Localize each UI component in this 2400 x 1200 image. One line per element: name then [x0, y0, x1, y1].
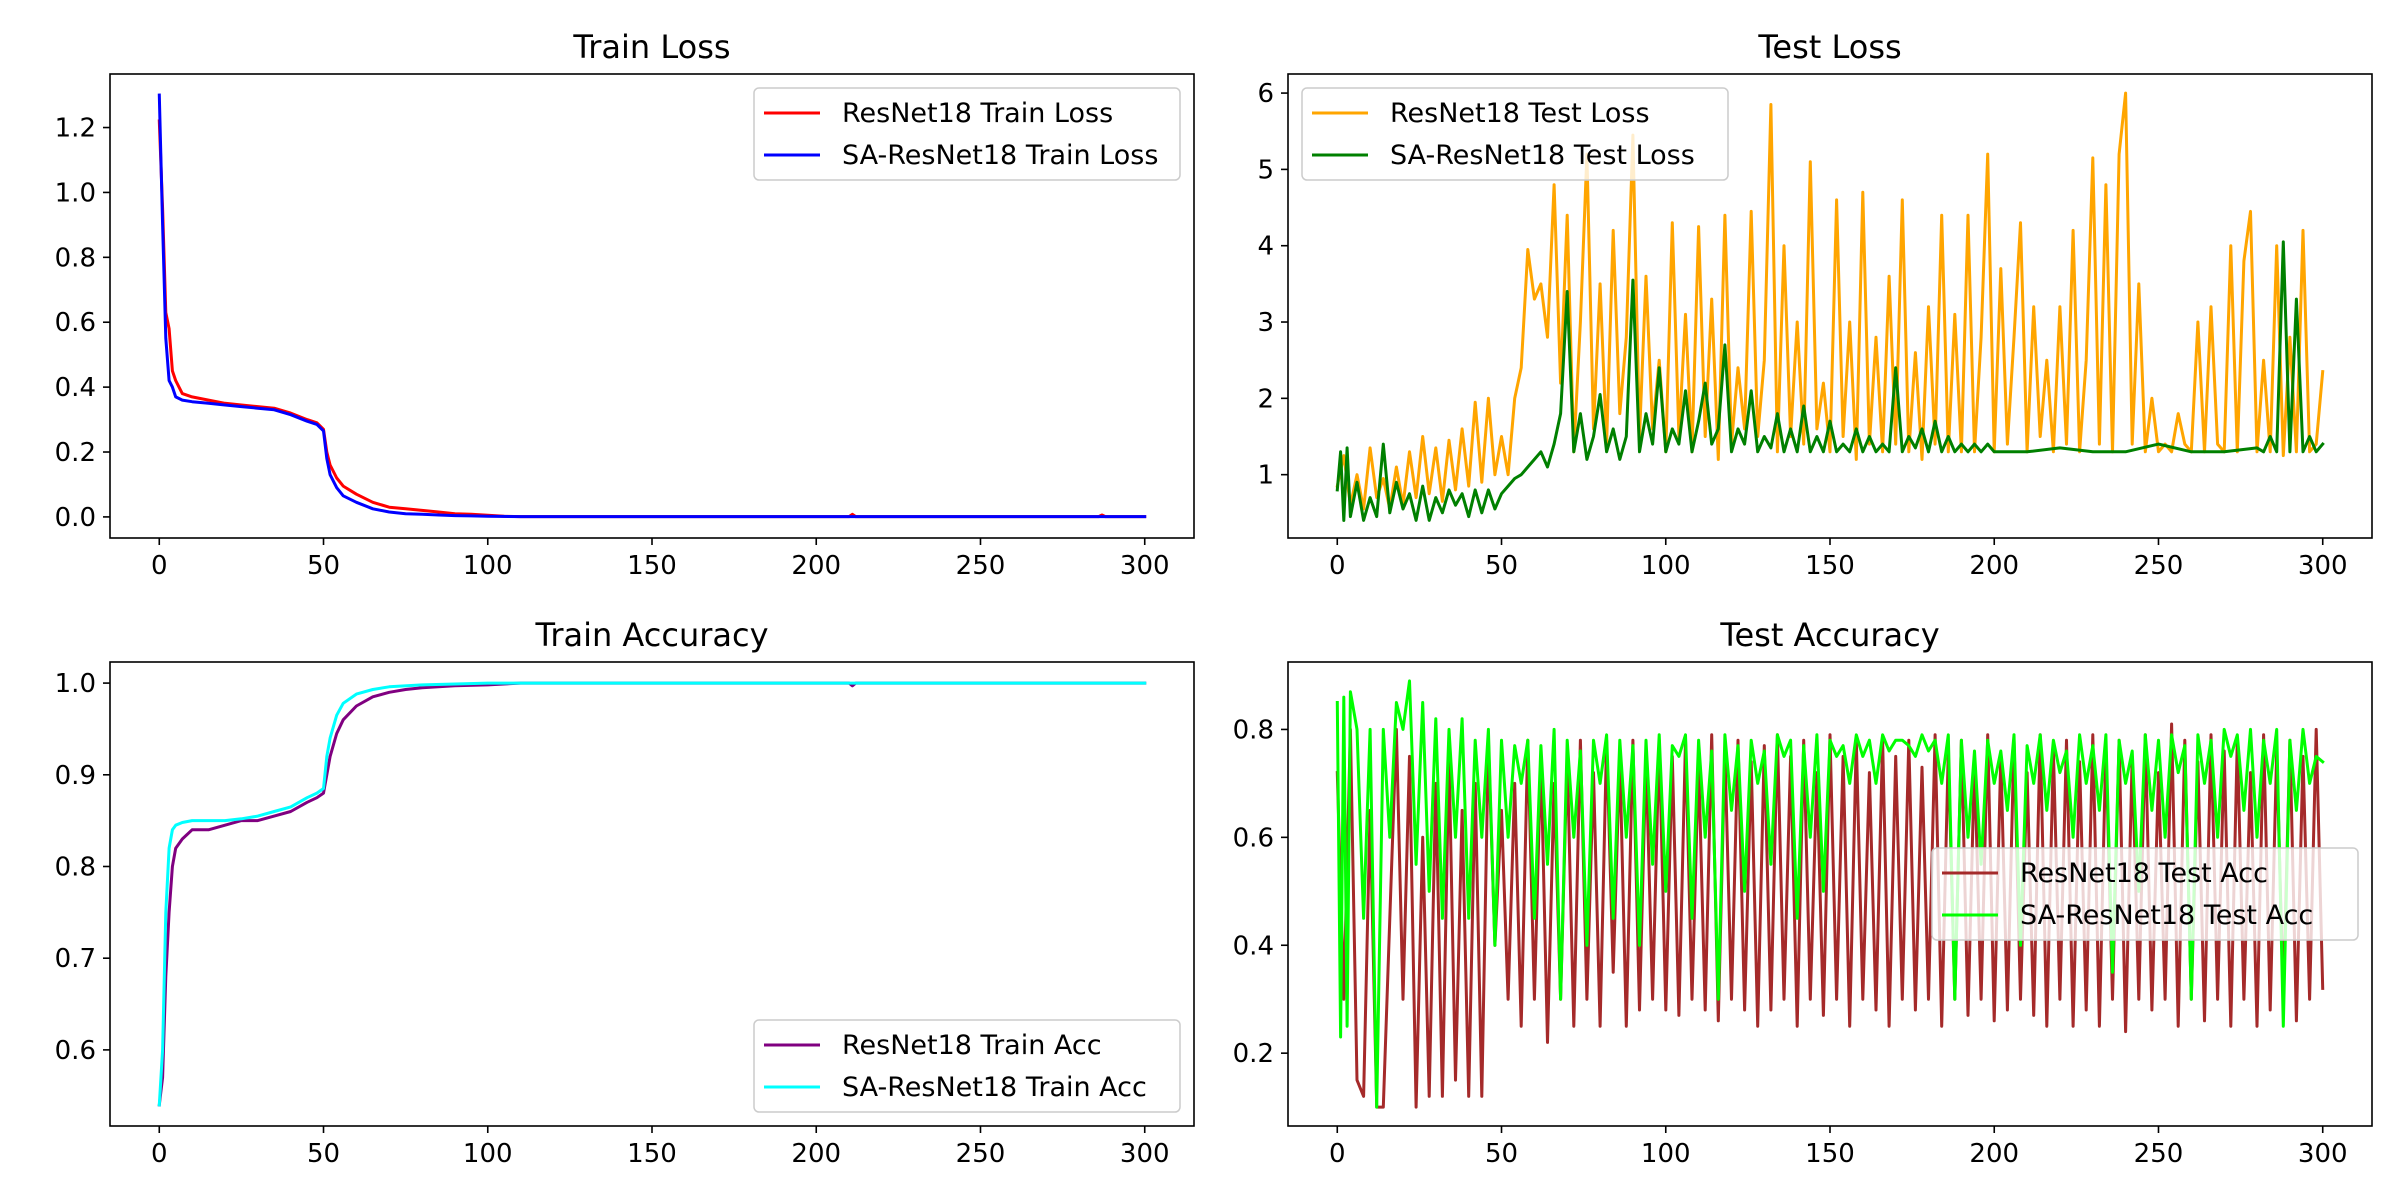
y-tick-label: 0.8 — [1233, 715, 1274, 745]
chart-panel-2: Test Loss 0 50 100 150 200 250 300 1 2 3 4 5 6 ResNet1… — [1257, 28, 2373, 581]
chart-panel-1: Train Loss 0 50 100 150 200 250 300 0.0 0.2 0.4 0.6… — [55, 28, 1195, 581]
y-tick-label: 0.4 — [1233, 931, 1274, 961]
series-line-sa-resnet18-test-acc — [1335, 679, 2325, 1109]
legend-label: SA-ResNet18 Train Acc — [842, 1072, 1147, 1103]
legend-label: ResNet18 Test Acc — [2020, 858, 2268, 889]
x-tick-label: 50 — [307, 551, 340, 581]
legend: ResNet18 Test Loss SA-ResNet18 Test Loss — [1301, 87, 1729, 181]
legend-label: SA-ResNet18 Train Loss — [842, 140, 1158, 171]
x-tick-label: 150 — [627, 551, 677, 581]
legend-box — [1931, 847, 2359, 941]
y-tick-label: 4 — [1257, 232, 1274, 262]
x-tick-label: 50 — [1485, 1139, 1518, 1169]
y-tick-label: 3 — [1257, 308, 1274, 338]
legend-label: ResNet18 Train Acc — [842, 1030, 1102, 1061]
y-tick-label: 0.9 — [55, 761, 96, 791]
x-tick-label: 100 — [463, 1139, 513, 1169]
legend-label: SA-ResNet18 Test Loss — [1390, 140, 1695, 171]
chart-panel-4: Test Accuracy 0 50 100 150 200 250 300 0.2 0.4 0.6… — [1233, 616, 2373, 1169]
x-tick-label: 150 — [1805, 551, 1855, 581]
chart-title: Test Accuracy — [1719, 616, 1939, 654]
legend: ResNet18 Test Acc SA-ResNet18 Test Acc — [1931, 847, 2359, 941]
x-tick-label: 250 — [2134, 1139, 2184, 1169]
x-tick-label: 50 — [307, 1139, 340, 1169]
y-tick-label: 2 — [1257, 384, 1274, 414]
legend-box — [753, 87, 1181, 181]
y-tick-label: 0.2 — [1233, 1039, 1274, 1069]
legend-label: ResNet18 Test Loss — [1390, 98, 1650, 129]
y-tick-label: 0.2 — [55, 438, 96, 468]
x-tick-label: 300 — [1120, 551, 1170, 581]
chart-panel-3: Train Accuracy 0 50 100 150 200 250 300 0.6 0.7 0.… — [55, 616, 1195, 1169]
legend: ResNet18 Train Acc SA-ResNet18 Train Acc — [753, 1019, 1181, 1113]
chart-title: Train Loss — [572, 28, 730, 66]
series-line-sa-resnet18-train-acc — [157, 681, 1147, 1107]
x-tick-label: 100 — [463, 551, 513, 581]
x-tick-label: 150 — [627, 1139, 677, 1169]
x-tick-label: 50 — [1485, 551, 1518, 581]
x-tick-label: 100 — [1641, 551, 1691, 581]
x-tick-label: 0 — [151, 551, 168, 581]
y-tick-label: 1.0 — [55, 178, 96, 208]
x-tick-label: 0 — [1329, 1139, 1346, 1169]
x-tick-label: 200 — [791, 1139, 841, 1169]
legend-label: ResNet18 Train Loss — [842, 98, 1113, 129]
y-tick-label: 0.4 — [55, 373, 96, 403]
y-tick-label: 6 — [1257, 79, 1274, 109]
y-tick-label: 0.6 — [1233, 823, 1274, 853]
x-tick-label: 300 — [2298, 1139, 2348, 1169]
y-tick-label: 0.6 — [55, 308, 96, 338]
legend: ResNet18 Train Loss SA-ResNet18 Train Los… — [753, 87, 1181, 181]
x-tick-label: 300 — [2298, 551, 2348, 581]
legend-label: SA-ResNet18 Test Acc — [2020, 900, 2313, 931]
x-tick-label: 0 — [1329, 551, 1346, 581]
x-tick-label: 250 — [956, 1139, 1006, 1169]
series-line-sa-resnet18-train-loss — [157, 93, 1147, 519]
y-tick-label: 0.8 — [55, 852, 96, 882]
y-tick-label: 1.2 — [55, 114, 96, 144]
chart-title: Train Accuracy — [534, 616, 768, 654]
series-line-resnet18-test-loss — [1335, 91, 2325, 511]
chart-title: Test Loss — [1757, 28, 1901, 66]
y-tick-label: 0.6 — [55, 1036, 96, 1066]
y-tick-label: 1 — [1257, 461, 1274, 491]
series-line-resnet18-test-acc — [1335, 722, 2325, 1109]
x-tick-label: 0 — [151, 1139, 168, 1169]
x-tick-label: 250 — [956, 551, 1006, 581]
y-tick-label: 0.8 — [55, 243, 96, 273]
x-tick-label: 250 — [2134, 551, 2184, 581]
y-tick-label: 0.0 — [55, 503, 96, 533]
x-tick-label: 300 — [1120, 1139, 1170, 1169]
x-tick-label: 200 — [1969, 551, 2019, 581]
legend-box — [753, 1019, 1181, 1113]
legend-box — [1301, 87, 1729, 181]
y-tick-label: 5 — [1257, 155, 1274, 185]
x-tick-label: 150 — [1805, 1139, 1855, 1169]
x-tick-label: 100 — [1641, 1139, 1691, 1169]
y-tick-label: 1.0 — [55, 669, 96, 699]
x-tick-label: 200 — [791, 551, 841, 581]
x-tick-label: 200 — [1969, 1139, 2019, 1169]
y-tick-label: 0.7 — [55, 944, 96, 974]
series-line-sa-resnet18-test-loss — [1335, 240, 2325, 522]
